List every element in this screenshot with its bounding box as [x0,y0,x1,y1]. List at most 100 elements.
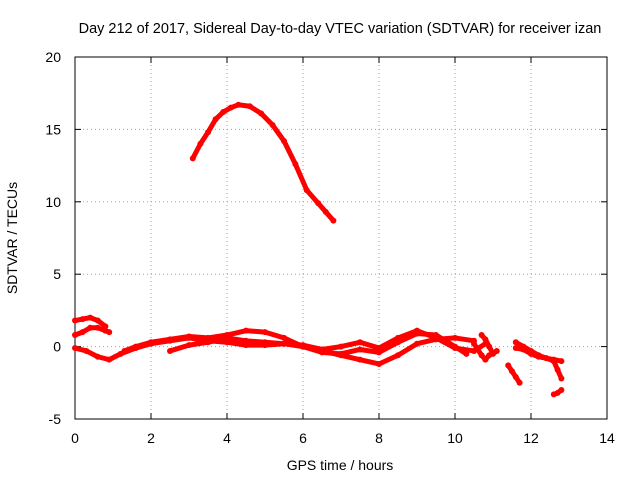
data-point [292,161,299,168]
data-point [319,346,325,353]
data-point [486,343,493,350]
data-point [357,346,363,353]
data-point [83,347,90,354]
data-point [167,336,173,343]
data-point [220,109,227,116]
data-point [189,155,196,162]
data-point [471,340,477,347]
data-point [482,336,489,343]
chart-title: Day 212 of 2017, Sidereal Day-to-day VTE… [79,21,602,37]
data-point [452,345,458,352]
series-arc-right-6 [550,387,565,398]
data-point [106,329,113,336]
data-point [433,334,439,341]
y-tick-label: -5 [49,411,62,427]
data-point [212,116,219,123]
series-arc-high [189,101,337,224]
data-point [186,333,192,340]
x-tick-label: 0 [71,430,79,446]
data-point [300,342,306,349]
data-point [227,104,234,111]
data-point [72,345,78,352]
data-point [258,110,265,117]
data-point [357,339,363,346]
data-point [106,356,113,363]
x-tick-label: 6 [299,430,307,446]
data-point [148,339,154,346]
data-point [87,324,94,331]
data-point [224,334,230,341]
data-point [315,200,322,207]
data-point [87,314,94,321]
data-point [338,350,344,357]
x-tick-label: 10 [447,430,463,446]
y-tick-label: 10 [45,194,61,210]
data-point [94,324,101,331]
data-series [72,101,565,398]
x-tick-label: 12 [523,430,539,446]
data-point [72,332,78,339]
data-point [516,379,523,386]
x-axis-label: GPS time / hours [287,457,394,473]
data-point [512,345,519,352]
data-point [535,353,542,360]
data-point [414,340,420,347]
data-point [520,346,527,353]
y-tick-label: 15 [45,121,61,137]
plot-frame [74,56,608,420]
data-point [482,356,489,363]
x-tick-label: 4 [223,430,231,446]
data-point [376,360,382,367]
data-point [262,329,268,336]
data-point [243,342,249,349]
data-point [281,137,287,144]
data-point [558,358,565,365]
series-arc-main-3 [167,327,489,354]
data-point [262,339,268,346]
data-point [512,339,519,346]
data-point [357,356,363,363]
series-line [190,102,336,224]
data-point [205,129,211,136]
data-point [338,343,344,350]
data-point [235,101,242,108]
data-point [330,217,337,224]
data-point [132,343,139,350]
data-point [474,346,481,353]
series-arc-right-5 [512,345,565,382]
data-point [246,103,253,110]
data-point [121,347,128,354]
data-point [281,334,287,341]
data-point [558,375,565,382]
data-point [94,317,101,324]
data-point [376,345,382,352]
data-point [558,387,565,394]
data-point [197,140,204,147]
data-point [303,187,310,194]
data-point [509,368,515,375]
x-tick-label: 14 [599,430,615,446]
y-tick-label: 20 [45,49,61,65]
grid [75,57,607,419]
series-line [505,362,523,386]
y-tick-label: 5 [53,266,61,282]
series-arc-right-3 [505,362,523,386]
data-point [543,355,550,362]
data-point [493,347,500,354]
data-point [186,342,192,349]
x-tick-label: 2 [147,430,155,446]
data-point [395,334,401,341]
data-point [478,352,485,359]
series-arc-upper-left [72,314,109,330]
y-axis-label: SDTVAR / TECUs [4,182,20,294]
data-point [167,347,173,354]
series-arc-left-b [72,324,113,339]
data-point [94,353,101,360]
data-point [395,352,401,359]
data-point [528,350,534,357]
data-point [505,362,512,369]
series-arc-right-2 [471,340,493,363]
data-point [72,317,78,324]
data-point [478,332,485,339]
